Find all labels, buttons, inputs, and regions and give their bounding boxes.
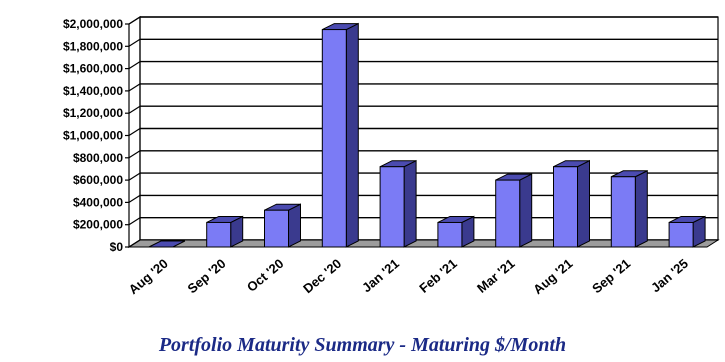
y-tick-label: $800,000	[73, 151, 123, 165]
gridline-depth	[128, 38, 141, 47]
gridline-depth	[128, 150, 141, 159]
gridline-depth	[128, 105, 141, 114]
x-axis-category-labels: Aug '20 Sep '20 Oct '20 Dec '20 Jan '21 Feb '…	[126, 256, 691, 297]
bar	[206, 215, 244, 248]
bar-front	[264, 209, 289, 248]
x-category-label: Oct '20	[244, 256, 286, 295]
gridline-depth	[128, 217, 141, 226]
y-axis-tick-labels: $0 $200,000 $400,000 $600,000 $800,000 $1,000…	[63, 17, 129, 254]
bar-front	[553, 166, 578, 248]
y-tick-label: $1,000,000	[63, 129, 123, 143]
bar-front	[379, 166, 405, 248]
y-tick-label: $1,400,000	[63, 84, 123, 98]
bar-front	[668, 221, 694, 248]
bar	[553, 159, 590, 248]
x-category-label: Mar '21	[474, 256, 518, 296]
bar-front	[610, 176, 636, 248]
y-tick-label: $1,200,000	[63, 106, 123, 120]
y-axis-wall	[128, 15, 141, 249]
bars	[148, 22, 706, 248]
bar-side	[634, 169, 648, 248]
y-tick-label: $200,000	[73, 218, 123, 232]
x-category-label: Jan '21	[359, 256, 402, 296]
bar	[437, 215, 475, 248]
bar	[379, 159, 417, 248]
gridline-depth	[128, 127, 141, 137]
y-tick-label: $0	[110, 240, 124, 254]
bar	[148, 240, 186, 248]
bar-front	[495, 179, 521, 248]
x-category-label: Aug '20	[126, 256, 171, 297]
x-category-label: Sep '20	[185, 256, 229, 296]
x-category-label: Jan '25	[648, 256, 691, 296]
gridline-depth	[128, 194, 141, 203]
y-tick-label: $1,600,000	[63, 62, 123, 76]
gridline-depth	[128, 61, 141, 70]
gridline-depth	[128, 83, 141, 92]
x-category-label: Dec '20	[300, 256, 344, 296]
x-category-label: Sep '21	[589, 256, 633, 296]
bar-top	[148, 240, 186, 248]
bar-front	[321, 29, 347, 248]
y-tick-label: $2,000,000	[63, 17, 123, 31]
bar-side	[577, 159, 590, 248]
bar-side	[288, 203, 301, 248]
bar	[264, 203, 301, 248]
bar-side	[403, 159, 417, 248]
bar	[668, 215, 706, 248]
x-category-label: Aug '21	[530, 256, 575, 297]
bar-front	[206, 221, 232, 248]
bar-side	[519, 173, 533, 248]
y-tick-label: $400,000	[73, 195, 123, 209]
chart-title: Portfolio Maturity Summary - Maturing $/…	[158, 334, 567, 356]
bar-front	[437, 221, 463, 248]
bar-side	[345, 22, 359, 248]
gridline-depth	[128, 172, 141, 181]
y-tick-label: $1,800,000	[63, 39, 123, 53]
bar	[610, 169, 648, 248]
x-category-label: Feb '21	[416, 256, 460, 296]
bar	[321, 22, 359, 248]
bar	[495, 173, 533, 248]
y-tick-label: $600,000	[73, 173, 123, 187]
